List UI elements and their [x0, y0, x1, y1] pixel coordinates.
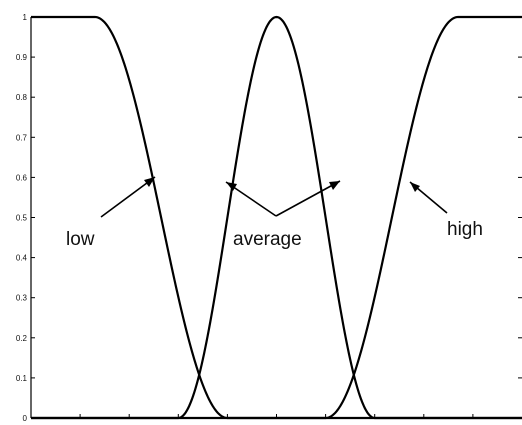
y-tick-label: 0.9 — [16, 53, 28, 62]
y-tick-label: 1 — [23, 13, 28, 22]
annotation-average-arrowhead-right — [329, 181, 340, 190]
y-tick-label: 0.3 — [16, 294, 28, 303]
annotation-average-arrowhead-left — [226, 182, 237, 191]
y-tick-label: 0 — [23, 414, 28, 423]
y-tick-label: 0.8 — [16, 93, 28, 102]
y-tick-label: 0.6 — [16, 173, 28, 182]
annotations: low average high — [66, 176, 483, 250]
y-tick-label: 0.7 — [16, 133, 28, 142]
y-tick-label: 0.1 — [16, 374, 28, 383]
annotation-low: low — [66, 229, 95, 250]
series-line-high — [31, 15, 522, 420]
annotation-high-arrowhead — [410, 182, 420, 192]
y-tick-label: 0.5 — [16, 214, 28, 223]
y-tick-label: 0.2 — [16, 334, 28, 343]
series-curves — [31, 15, 522, 420]
annotation-low-arrow — [100, 176, 156, 218]
y-tick-label: 0.4 — [16, 254, 28, 263]
y-axis-ticks: 0 0.1 0.2 0.3 0.4 0.5 0.6 0.7 0.8 0.9 1 — [16, 13, 522, 423]
annotation-high: high — [447, 219, 483, 240]
annotation-low-arrowhead — [144, 177, 155, 187]
annotation-average-arrow-right — [275, 180, 341, 217]
annotation-average: average — [233, 229, 302, 250]
